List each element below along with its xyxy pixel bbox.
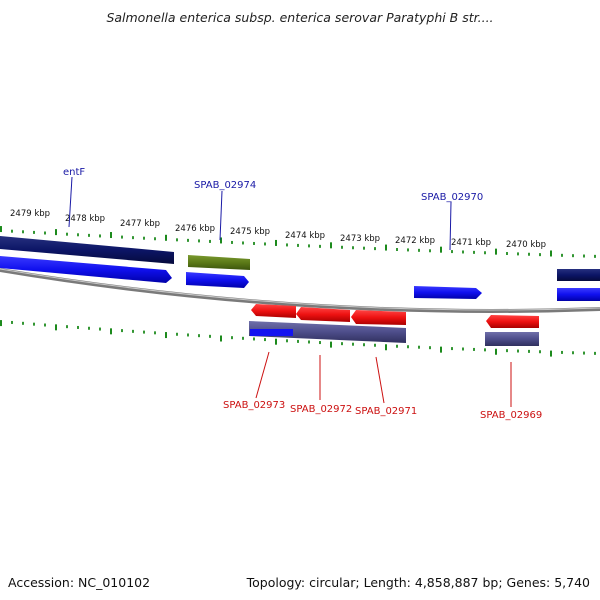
spab-02974-green-bar xyxy=(188,255,250,270)
genome-backbone xyxy=(0,268,600,313)
gene-label-spab-02969[interactable]: SPAB_02969 xyxy=(480,410,542,421)
scale-label: 2476 kbp xyxy=(175,224,215,234)
scale-label: 2473 kbp xyxy=(340,234,380,244)
scale-labels: 2479 kbp 2478 kbp 2477 kbp 2476 kbp 2475… xyxy=(10,209,546,250)
spab-02972-cds-arrow xyxy=(296,307,350,322)
scale-label: 2472 kbp xyxy=(395,236,435,246)
inner-purple-feature-right xyxy=(485,332,539,346)
gene-label-spab-02970[interactable]: SPAB_02970 xyxy=(421,192,483,203)
gene-label-spab-02973[interactable]: SPAB_02973 xyxy=(223,400,285,411)
accession-text: Accession: NC_010102 xyxy=(8,575,151,590)
forward-label-leaders xyxy=(68,176,452,251)
right-edge-cds xyxy=(557,288,600,301)
spab-02971-cds-arrow xyxy=(351,310,406,325)
scale-label: 2471 kbp xyxy=(451,238,491,248)
inner-purple-feature-left xyxy=(249,321,406,343)
spab-02974-cds-arrow xyxy=(186,272,249,288)
map-title: Salmonella enterica subsp. enterica sero… xyxy=(106,10,494,25)
scale-label: 2478 kbp xyxy=(65,214,105,224)
entf-feature-bar xyxy=(0,236,174,264)
genome-summary-text: Topology: circular; Length: 4,858,887 bp… xyxy=(246,575,590,590)
reverse-label-leaders xyxy=(255,351,512,407)
gene-label-spab-02972[interactable]: SPAB_02972 xyxy=(290,404,352,415)
scale-label: 2470 kbp xyxy=(506,240,546,250)
gene-label-spab-02971[interactable]: SPAB_02971 xyxy=(355,406,417,417)
gene-label-spab-02974[interactable]: SPAB_02974 xyxy=(194,180,256,191)
scale-label: 2474 kbp xyxy=(285,231,325,241)
scale-label: 2475 kbp xyxy=(230,227,270,237)
scale-label: 2479 kbp xyxy=(10,209,50,219)
spab-02970-cds-arrow xyxy=(414,286,482,299)
scale-label: 2477 kbp xyxy=(120,219,160,229)
spab-02969-cds-arrow xyxy=(486,315,539,328)
spab-02973-cds-arrow xyxy=(251,304,296,318)
inner-blue-highlight xyxy=(250,329,293,336)
gene-label-entf[interactable]: entF xyxy=(63,167,85,178)
entf-cds-arrow xyxy=(0,256,172,283)
right-edge-dark-bar xyxy=(557,269,600,281)
scale-ticks-outer xyxy=(0,226,596,258)
scale-ticks-inner xyxy=(0,320,596,357)
